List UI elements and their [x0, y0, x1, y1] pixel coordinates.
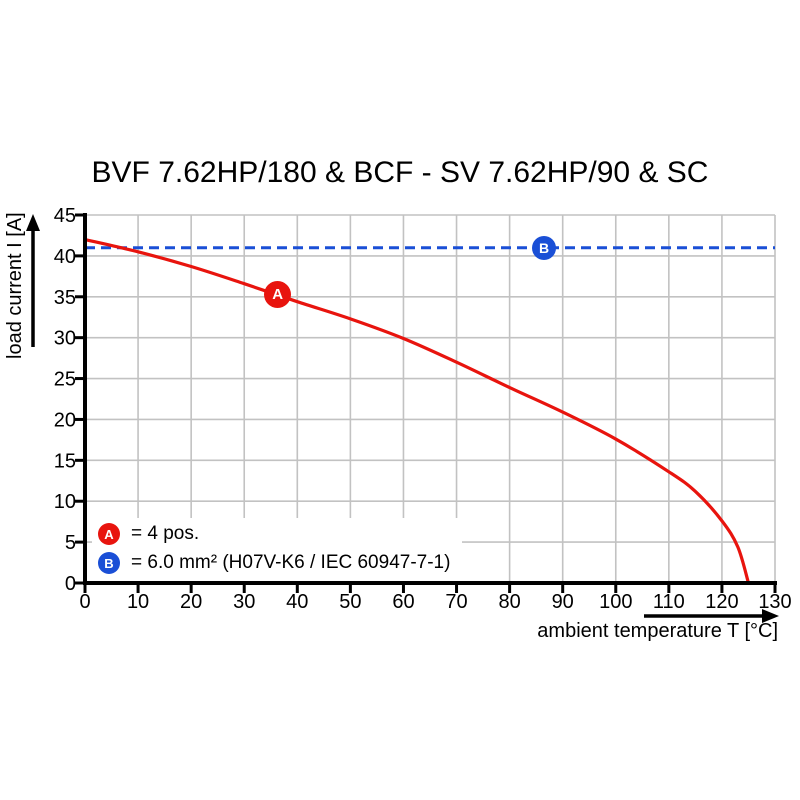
curve-marker-a-letter: A	[272, 285, 284, 303]
y-tick-label: 15	[54, 450, 76, 472]
x-tick-label: 60	[392, 591, 414, 613]
series-a-curve	[84, 237, 750, 584]
y-axis-arrow-head	[26, 214, 40, 231]
legend-marker-a-icon: A	[98, 523, 120, 545]
chart-title: BVF 7.62HP/180 & BCF - SV 7.62HP/90 & SC	[91, 156, 709, 189]
y-tick-label: 40	[54, 246, 76, 268]
legend-item-b: B = 6.0 mm² (H07V-K6 / IEC 60947-7-1)	[98, 552, 450, 574]
tick-labels: 0 10 20 30 40 50 60 70 80 90 100 110 120 130 0 5 10 15 20 2…	[54, 205, 792, 613]
legend-marker-a-letter: A	[104, 526, 114, 542]
y-tick-label: 25	[54, 369, 76, 391]
axis-arrows	[26, 214, 779, 623]
x-tick-label: 10	[127, 591, 149, 613]
curve-marker-a: A	[264, 280, 292, 308]
legend-marker-b-letter: B	[104, 555, 114, 571]
x-tick-label: 120	[705, 591, 738, 613]
y-tick-label: 0	[65, 573, 76, 595]
x-tick-label: 40	[286, 591, 308, 613]
legend-label-a: = 4 pos.	[131, 523, 200, 544]
x-tick-label: 80	[498, 591, 520, 613]
x-axis-arrow-head	[762, 609, 779, 623]
curve-marker-b-letter: B	[539, 239, 550, 256]
legend: A = 4 pos. B = 6.0 mm² (H07V-K6 / IEC 60…	[92, 518, 463, 581]
legend-item-a: A = 4 pos.	[98, 523, 450, 545]
curve-marker-b: B	[532, 235, 557, 260]
x-tick-label: 90	[552, 591, 574, 613]
legend-label-b: = 6.0 mm² (H07V-K6 / IEC 60947-7-1)	[131, 552, 451, 573]
x-tick-label: 50	[339, 591, 361, 613]
x-tick-label: 70	[445, 591, 467, 613]
y-tick-label: 45	[54, 205, 76, 227]
x-tick-label: 20	[180, 591, 202, 613]
y-tick-label: 5	[65, 532, 76, 554]
y-tick-label: 35	[54, 287, 76, 309]
y-tick-label: 10	[54, 491, 76, 513]
x-axis-label: ambient temperature T [°C]	[537, 620, 778, 642]
legend-marker-b-icon: B	[98, 552, 120, 574]
x-tick-label: 0	[79, 591, 90, 613]
y-tick-label: 20	[54, 409, 76, 431]
x-tick-label: 100	[599, 591, 632, 613]
x-tick-label: 110	[653, 591, 685, 613]
derating-curve	[84, 237, 750, 584]
x-tick-label: 130	[758, 591, 791, 613]
axes	[75, 213, 777, 593]
y-tick-label: 30	[54, 328, 76, 350]
x-tick-label: 30	[233, 591, 255, 613]
